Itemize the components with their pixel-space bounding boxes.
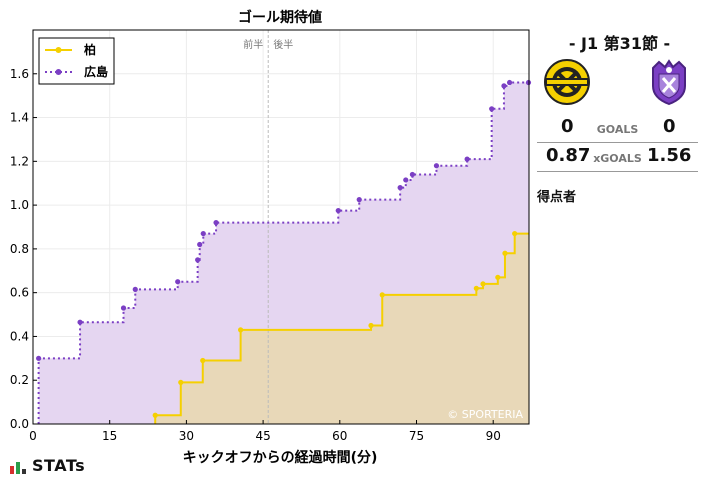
data-point-away: [197, 241, 203, 248]
y-tick-label: 0.8: [10, 242, 29, 256]
chart-title: ゴール期待値: [238, 9, 322, 26]
match-title: - J1 第31節 -: [568, 34, 671, 53]
watermark: © SPORTERIA: [447, 408, 523, 421]
home-xgoals: 0.87: [546, 145, 591, 166]
goals-row: 0 GOALS 0: [537, 114, 698, 143]
data-point-away: [433, 163, 440, 169]
data-point-away: [175, 279, 181, 285]
home-goals: 0: [561, 116, 574, 137]
legend: 柏広島: [38, 37, 115, 85]
data-point-away: [356, 197, 362, 203]
y-tick-label: 0.2: [10, 373, 29, 387]
data-point-away: [195, 257, 201, 263]
away-xgoals: 1.56: [647, 145, 692, 166]
data-point-away: [506, 79, 513, 86]
y-tick-label: 0.6: [10, 286, 29, 300]
data-point-home: [368, 322, 374, 329]
xgoals-row: 0.87 xGOALS 1.56: [537, 143, 698, 172]
xg-chart: ゴール期待値 前半 後半 0 15 30 45 60 75 90 0.0 0.2 0.4 0.6 0.8 1…: [10, 9, 532, 466]
data-point-away: [213, 220, 219, 226]
x-tick-label: 90: [486, 429, 501, 443]
y-tick-label: 1.2: [10, 154, 29, 168]
data-point-away: [409, 171, 416, 178]
goals-label: GOALS: [596, 123, 639, 136]
series-area-home: [155, 233, 529, 424]
data-point-home: [178, 379, 184, 386]
stats-logo-text: STATs: [32, 456, 86, 475]
y-tick-label: 1.0: [10, 198, 29, 212]
data-point-away: [397, 185, 403, 191]
legend-label-away: 広島: [84, 64, 108, 79]
data-point-away: [120, 305, 127, 311]
y-tick-label: 1.6: [10, 67, 29, 81]
data-point-away: [525, 79, 532, 86]
y-tick-label: 0.0: [10, 417, 29, 431]
x-tick-label: 0: [29, 429, 37, 443]
data-point-home: [512, 230, 518, 237]
legend-marker-home: [55, 47, 62, 53]
data-point-away: [132, 286, 138, 292]
data-point-home: [200, 357, 206, 364]
data-point-away: [501, 83, 507, 89]
data-point-home: [379, 292, 385, 298]
x-tick-label: 60: [332, 429, 347, 443]
halftime-second-label: 後半: [273, 38, 293, 51]
y-tick-label: 1.4: [10, 111, 29, 125]
halftime-first-label: 前半: [243, 38, 263, 51]
x-tick-label: 30: [179, 429, 194, 443]
data-point-away: [36, 355, 42, 361]
data-point-away: [335, 207, 341, 214]
x-tick-label: 45: [255, 429, 270, 443]
data-point-away: [464, 156, 470, 162]
data-point-away: [77, 319, 83, 325]
scorers-heading: 得点者: [537, 190, 577, 205]
data-point-away: [489, 106, 495, 112]
plot-frame: [32, 29, 530, 425]
kashiwa-reysol-crest-icon: [544, 59, 590, 105]
series-line-away: [37, 81, 529, 424]
sanfrecce-hiroshima-crest-icon: [652, 59, 686, 106]
data-point-home: [473, 285, 479, 291]
data-point-home: [502, 250, 508, 256]
x-tick-label: 15: [102, 429, 117, 443]
data-point-home: [152, 412, 158, 418]
data-point-away: [200, 230, 206, 237]
legend-label-home: 柏: [84, 42, 96, 57]
stats-bars-icon: [10, 462, 26, 474]
xgoals-label: xGOALS: [593, 152, 642, 165]
x-tick-label: 75: [409, 429, 424, 443]
data-point-home: [495, 274, 501, 280]
away-goals: 0: [663, 116, 676, 137]
legend-box: [38, 37, 115, 85]
data-point-home: [480, 281, 486, 287]
legend-marker-away: [55, 69, 62, 75]
x-axis-label: キックオフからの経過時間(分): [183, 449, 378, 466]
data-point-home: [238, 327, 244, 333]
y-tick-label: 0.4: [10, 329, 29, 343]
data-point-away: [403, 177, 409, 183]
